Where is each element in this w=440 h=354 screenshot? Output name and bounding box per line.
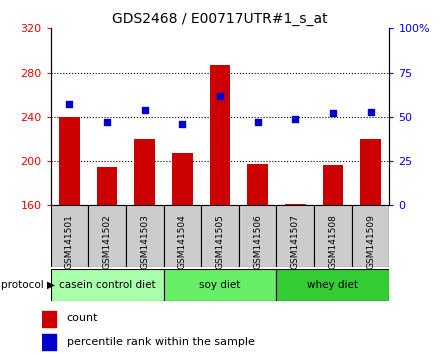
Text: protocol ▶: protocol ▶ [1,280,55,290]
Bar [97,167,117,205]
Point [66,102,73,107]
Point [141,107,148,113]
Bar [88,205,126,267]
Bar [59,117,80,205]
Text: whey diet: whey diet [308,280,359,290]
Text: GSM141505: GSM141505 [216,215,224,269]
Bar [285,204,306,205]
Bar [276,205,314,267]
Text: count: count [67,313,98,323]
Text: GSM141501: GSM141501 [65,215,74,269]
Point [367,109,374,114]
Bar [323,166,343,205]
Text: soy diet: soy diet [199,280,241,290]
Bar [42,311,56,327]
Text: casein control diet: casein control diet [59,280,155,290]
Text: GSM141506: GSM141506 [253,215,262,269]
Bar [209,65,231,205]
Text: GSM141509: GSM141509 [366,215,375,269]
Bar [134,139,155,205]
Point [103,119,110,125]
Bar [51,205,88,267]
Bar [126,205,164,267]
Point [330,110,337,116]
Point [254,119,261,125]
Bar [276,269,389,301]
Title: GDS2468 / E00717UTR#1_s_at: GDS2468 / E00717UTR#1_s_at [112,12,328,26]
Bar [164,269,276,301]
Point [179,121,186,127]
Bar [42,334,56,350]
Bar [352,205,389,267]
Bar [247,164,268,205]
Bar [201,205,239,267]
Text: GSM141503: GSM141503 [140,215,149,269]
Text: GSM141502: GSM141502 [103,215,112,269]
Bar [314,205,352,267]
Text: GSM141504: GSM141504 [178,215,187,269]
Bar [51,269,164,301]
Bar [360,139,381,205]
Text: percentile rank within the sample: percentile rank within the sample [67,337,255,347]
Text: GSM141507: GSM141507 [291,215,300,269]
Text: GSM141508: GSM141508 [328,215,337,269]
Point [216,93,224,98]
Bar [172,153,193,205]
Bar [239,205,276,267]
Bar [164,205,201,267]
Point [292,116,299,121]
